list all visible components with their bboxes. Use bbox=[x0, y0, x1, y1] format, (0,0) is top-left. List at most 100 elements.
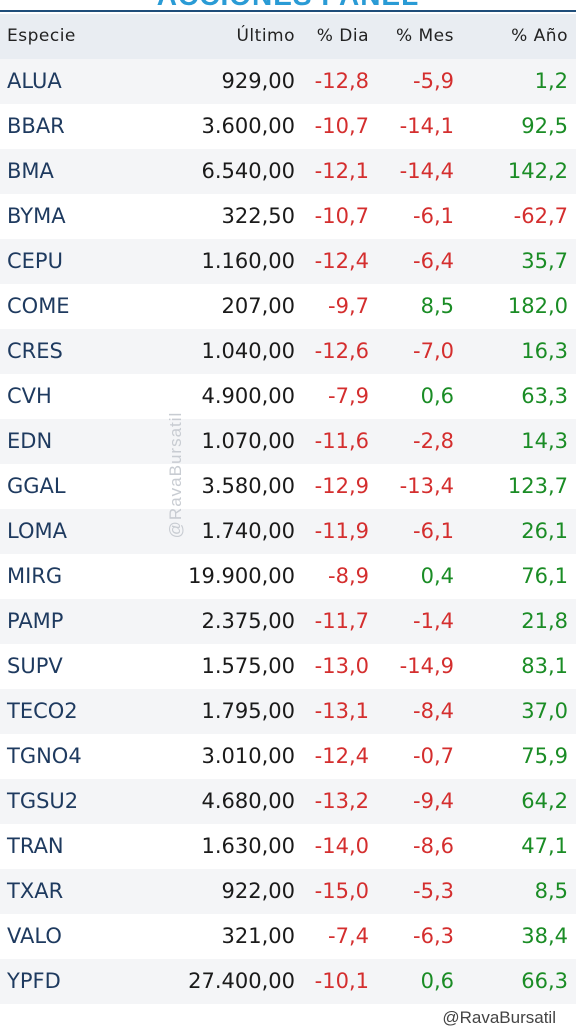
table-row[interactable]: PAMP 2.375,00 -11,7 -1,4 21,8 bbox=[0, 599, 576, 644]
table-row[interactable]: SUPV 1.575,00 -13,0 -14,9 83,1 bbox=[0, 644, 576, 689]
cell-especie: TGSU2 bbox=[7, 789, 79, 813]
cell-especie: SUPV bbox=[7, 654, 63, 678]
cell-ano: 92,5 bbox=[521, 114, 568, 138]
table-row[interactable]: BYMA 322,50 -10,7 -6,1 -62,7 bbox=[0, 194, 576, 239]
table-row[interactable]: CEPU 1.160,00 -12,4 -6,4 35,7 bbox=[0, 239, 576, 284]
table-row[interactable]: BMA 6.540,00 -12,1 -14,4 142,2 bbox=[0, 149, 576, 194]
cell-ano: 37,0 bbox=[521, 699, 568, 723]
cell-mes: 8,5 bbox=[420, 294, 454, 318]
column-header-mes[interactable]: % Mes bbox=[395, 26, 454, 46]
cell-ultimo: 6.540,00 bbox=[201, 159, 295, 183]
table-row[interactable]: ALUA 929,00 -12,8 -5,9 1,2 bbox=[0, 59, 576, 104]
cell-ano: 63,3 bbox=[521, 384, 568, 408]
cell-especie: TRAN bbox=[7, 834, 64, 858]
cell-mes: -14,1 bbox=[399, 114, 454, 138]
watermark: @RavaBursatil bbox=[166, 411, 185, 539]
cell-ano: 21,8 bbox=[521, 609, 568, 633]
title-underline bbox=[0, 10, 576, 12]
cell-ultimo: 3.580,00 bbox=[201, 474, 295, 498]
cell-especie: YPFD bbox=[7, 969, 61, 993]
cell-ultimo: 1.740,00 bbox=[201, 519, 295, 543]
cell-ultimo: 3.010,00 bbox=[201, 744, 295, 768]
cell-ultimo: 207,00 bbox=[221, 294, 295, 318]
cell-ultimo: 922,00 bbox=[221, 879, 295, 903]
cell-mes: -2,8 bbox=[413, 429, 454, 453]
table-row[interactable]: EDN 1.070,00 -11,6 -2,8 14,3 bbox=[0, 419, 576, 464]
table-row[interactable]: BBAR 3.600,00 -10,7 -14,1 92,5 bbox=[0, 104, 576, 149]
cell-especie: EDN bbox=[7, 429, 53, 453]
cell-especie: TGNO4 bbox=[7, 744, 82, 768]
cell-mes: -6,1 bbox=[413, 204, 454, 228]
table-row[interactable]: CVH 4.900,00 -7,9 0,6 63,3 bbox=[0, 374, 576, 419]
cell-ultimo: 1.040,00 bbox=[201, 339, 295, 363]
cell-especie: MIRG bbox=[7, 564, 63, 588]
cell-dia: -12,9 bbox=[314, 474, 369, 498]
cell-ano: 182,0 bbox=[507, 294, 568, 318]
cell-dia: -9,7 bbox=[328, 294, 369, 318]
table-row[interactable]: TRAN 1.630,00 -14,0 -8,6 47,1 bbox=[0, 824, 576, 869]
cell-especie: BMA bbox=[7, 159, 54, 183]
cell-mes: -8,4 bbox=[413, 699, 454, 723]
cell-especie: BYMA bbox=[7, 204, 66, 228]
cell-dia: -12,4 bbox=[314, 744, 369, 768]
cell-especie: BBAR bbox=[7, 114, 65, 138]
cell-ano: 1,2 bbox=[534, 69, 568, 93]
cell-ultimo: 19.900,00 bbox=[188, 564, 295, 588]
cell-especie: VALO bbox=[7, 924, 62, 948]
cell-dia: -11,7 bbox=[314, 609, 369, 633]
table-row[interactable]: GGAL 3.580,00 -12,9 -13,4 123,7 bbox=[0, 464, 576, 509]
cell-ano: 75,9 bbox=[521, 744, 568, 768]
cell-ano: 26,1 bbox=[521, 519, 568, 543]
table-header: Especie Último % Dia % Mes % Año bbox=[0, 14, 576, 59]
table-row[interactable]: COME 207,00 -9,7 8,5 182,0 bbox=[0, 284, 576, 329]
cell-dia: -12,6 bbox=[314, 339, 369, 363]
cell-mes: -14,4 bbox=[399, 159, 454, 183]
cell-ultimo: 322,50 bbox=[221, 204, 295, 228]
cell-ano: 16,3 bbox=[521, 339, 568, 363]
table-row[interactable]: TGNO4 3.010,00 -12,4 -0,7 75,9 bbox=[0, 734, 576, 779]
cell-mes: -6,3 bbox=[413, 924, 454, 948]
table-row[interactable]: MIRG 19.900,00 -8,9 0,4 76,1 bbox=[0, 554, 576, 599]
cell-mes: -14,9 bbox=[399, 654, 454, 678]
cell-ano: 64,2 bbox=[521, 789, 568, 813]
cell-ano: 47,1 bbox=[521, 834, 568, 858]
cell-dia: -12,8 bbox=[314, 69, 369, 93]
cell-dia: -12,4 bbox=[314, 249, 369, 273]
table-body: ALUA 929,00 -12,8 -5,9 1,2 BBAR 3.600,00 -10,7 -… bbox=[0, 59, 576, 1004]
cell-ano: 38,4 bbox=[521, 924, 568, 948]
cell-especie: PAMP bbox=[7, 609, 64, 633]
cell-especie: TECO2 bbox=[7, 699, 78, 723]
cell-ultimo: 27.400,00 bbox=[188, 969, 295, 993]
column-header-especie[interactable]: Especie bbox=[7, 26, 76, 46]
table-row[interactable]: TGSU2 4.680,00 -13,2 -9,4 64,2 bbox=[0, 779, 576, 824]
cell-mes: -8,6 bbox=[413, 834, 454, 858]
table-row[interactable]: CRES 1.040,00 -12,6 -7,0 16,3 bbox=[0, 329, 576, 374]
quotes-table: Especie Último % Dia % Mes % Año ALUA 929… bbox=[0, 14, 576, 1004]
cell-ano: -62,7 bbox=[513, 204, 568, 228]
cell-mes: -7,0 bbox=[413, 339, 454, 363]
cell-dia: -11,6 bbox=[314, 429, 369, 453]
cell-ultimo: 1.795,00 bbox=[201, 699, 295, 723]
table-row[interactable]: TXAR 922,00 -15,0 -5,3 8,5 bbox=[0, 869, 576, 914]
cell-ano: 35,7 bbox=[521, 249, 568, 273]
table-row[interactable]: TECO2 1.795,00 -13,1 -8,4 37,0 bbox=[0, 689, 576, 734]
cell-ultimo: 1.160,00 bbox=[201, 249, 295, 273]
column-header-dia[interactable]: % Dia bbox=[316, 26, 369, 46]
cell-mes: -6,4 bbox=[413, 249, 454, 273]
cell-dia: -13,1 bbox=[314, 699, 369, 723]
table-row[interactable]: LOMA 1.740,00 -11,9 -6,1 26,1 bbox=[0, 509, 576, 554]
cell-especie: GGAL bbox=[7, 474, 66, 498]
footer-watermark: @RavaBursatil bbox=[442, 1008, 556, 1027]
cell-dia: -12,1 bbox=[314, 159, 369, 183]
column-header-ano[interactable]: % Año bbox=[511, 26, 568, 46]
cell-mes: 0,6 bbox=[420, 969, 454, 993]
cell-ano: 83,1 bbox=[521, 654, 568, 678]
cell-ultimo: 2.375,00 bbox=[201, 609, 295, 633]
cell-ultimo: 1.070,00 bbox=[201, 429, 295, 453]
table-row[interactable]: VALO 321,00 -7,4 -6,3 38,4 bbox=[0, 914, 576, 959]
cell-ano: 76,1 bbox=[521, 564, 568, 588]
column-header-ultimo[interactable]: Último bbox=[236, 26, 295, 46]
cell-especie: LOMA bbox=[7, 519, 67, 543]
table-row[interactable]: YPFD 27.400,00 -10,1 0,6 66,3 bbox=[0, 959, 576, 1004]
cell-mes: -13,4 bbox=[399, 474, 454, 498]
